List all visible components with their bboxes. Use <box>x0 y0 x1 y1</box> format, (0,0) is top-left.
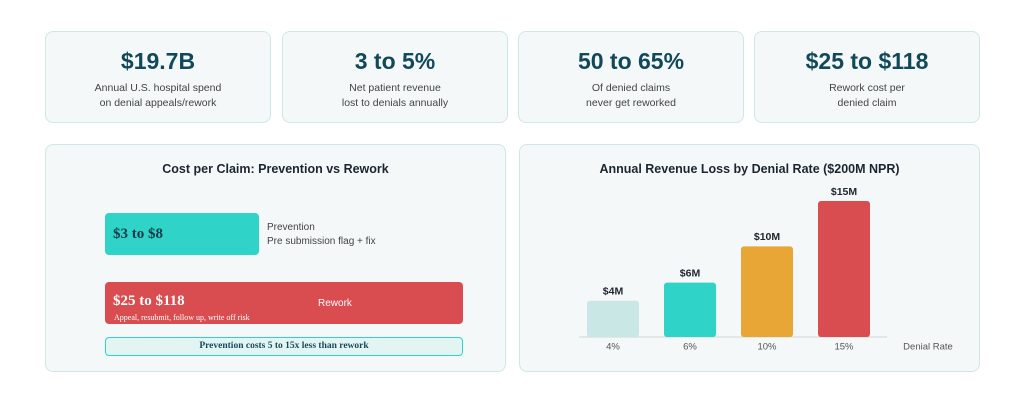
value-label: $6M <box>680 267 701 279</box>
bar <box>664 282 716 337</box>
value-label: $15M <box>831 186 858 198</box>
stat-card: $25 to $118 Rework cost per denied claim <box>754 31 980 123</box>
chart-title: Annual Revenue Loss by Denial Rate ($200… <box>599 162 900 176</box>
stat-text: Rework cost per <box>829 82 905 94</box>
stat-text: never get reworked <box>586 97 676 109</box>
prevention-bar: $3 to $8 <box>105 213 259 255</box>
stat-text: Annual U.S. hospital spend <box>94 82 222 94</box>
stat-value: $25 to $118 <box>805 48 929 74</box>
x-axis-label: Denial Rate <box>903 342 953 353</box>
label: Rework <box>318 298 352 309</box>
chart: Denial Rate $4M 4% $6M 6% $10M 10% $15M 15% <box>579 186 953 353</box>
amount: $25 to $118 <box>113 293 185 309</box>
x-tick-label: 6% <box>683 342 697 353</box>
chart-panel: Annual Revenue Loss by Denial Rate ($200… <box>519 144 980 372</box>
bar <box>741 246 793 337</box>
stat-value: $19.7B <box>120 48 196 74</box>
bar <box>818 201 870 337</box>
bar <box>587 300 639 337</box>
x-tick-label: 10% <box>757 342 777 353</box>
stat-card: $19.7B Annual U.S. hospital spend on deni… <box>45 31 271 123</box>
stat-text: lost to denials annually <box>341 97 449 109</box>
stat-text: denied claim <box>837 97 897 109</box>
detail: Pre submission flag + fix <box>267 236 376 247</box>
label: Prevention <box>267 222 315 233</box>
x-tick-label: 4% <box>606 342 620 353</box>
row-label: Prevention Pre submission flag + fix <box>267 221 376 249</box>
value-label: $4M <box>603 286 624 298</box>
stat-text: Of denied claims <box>591 82 671 94</box>
amount: $3 to $8 <box>113 226 163 242</box>
panel-title: Cost per Claim: Prevention vs Rework <box>162 162 389 176</box>
detail: Appeal, resubmit, follow up, write off r… <box>114 313 250 322</box>
rework-bar: $25 to $118 Rework Appeal, resubmit, fol… <box>105 282 463 324</box>
stat-text: on denial appeals/rework <box>99 97 217 109</box>
stat-card: 50 to 65% Of denied claims never get rewo… <box>518 31 744 123</box>
value-label: $10M <box>754 231 781 243</box>
stat-card: 3 to 5% Net patient revenue lost to denia… <box>282 31 508 123</box>
stat-text: Net patient revenue <box>349 82 441 94</box>
note: Prevention costs 5 to 15x less than rewo… <box>105 337 463 356</box>
stat-value: 50 to 65% <box>577 48 685 74</box>
stat-value: 3 to 5% <box>354 48 436 74</box>
x-tick-label: 15% <box>834 342 854 353</box>
cost-panel: Cost per Claim: Prevention vs Rework $3 … <box>45 144 506 372</box>
